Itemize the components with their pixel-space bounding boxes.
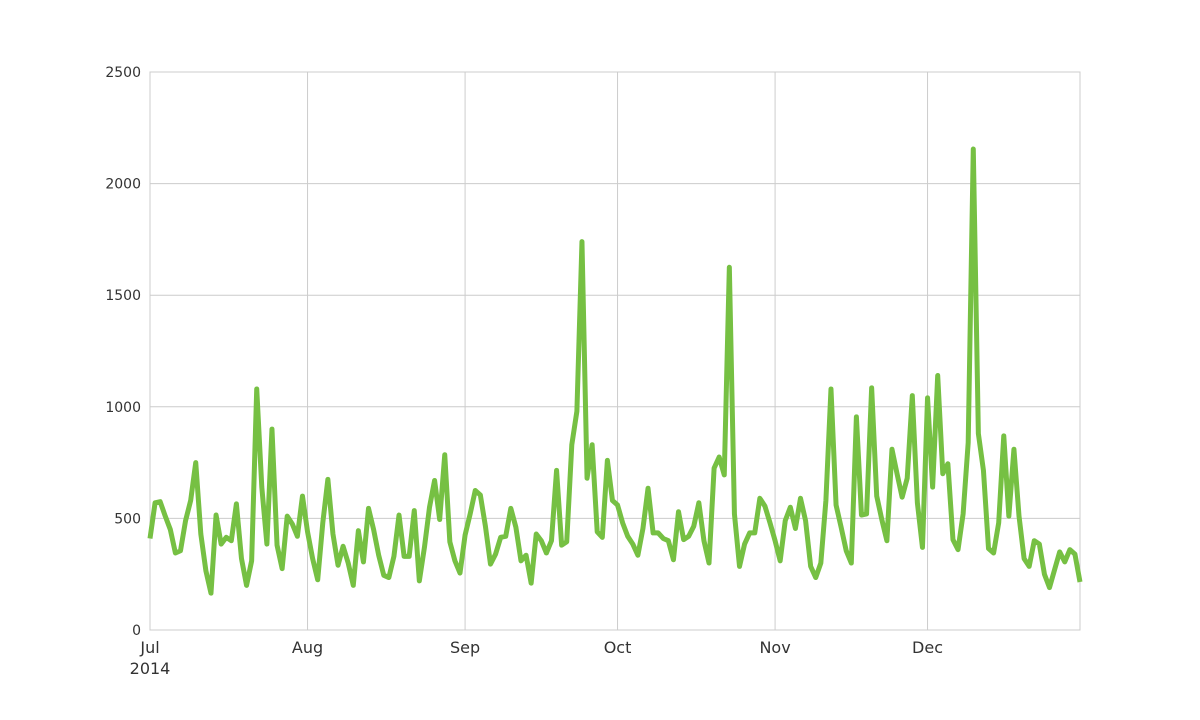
y-tick-label: 2500 xyxy=(105,65,141,81)
x-tick-label: Sep xyxy=(450,638,480,657)
x-axis-ticks: Jul Aug Sep Oct Nov Dec xyxy=(139,638,943,657)
plot-frame xyxy=(149,71,1081,631)
y-axis-ticks: 0 500 1000 1500 2000 2500 xyxy=(105,65,141,639)
y-tick-label: 1500 xyxy=(105,288,141,304)
x-tick-label: Dec xyxy=(912,638,943,657)
series-line xyxy=(147,146,1083,596)
x-tick-label: Nov xyxy=(759,638,790,657)
y-tick-label: 500 xyxy=(114,511,141,527)
y-tick-label: 0 xyxy=(132,623,141,639)
x-axis-year-label: 2014 xyxy=(130,659,171,678)
x-tick-label: Aug xyxy=(292,638,323,657)
y-tick-label: 2000 xyxy=(105,177,141,193)
series-layer xyxy=(147,146,1083,596)
y-tick-label: 1000 xyxy=(105,400,141,416)
x-tick-label: Oct xyxy=(604,638,632,657)
x-tick-label: Jul xyxy=(139,638,159,657)
